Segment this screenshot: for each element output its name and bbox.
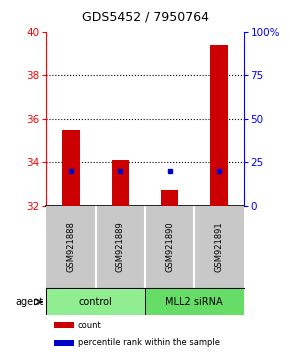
Text: percentile rank within the sample: percentile rank within the sample	[77, 338, 220, 347]
Bar	[210, 45, 228, 206]
Bar	[54, 322, 74, 328]
FancyBboxPatch shape	[46, 289, 145, 315]
Bar	[112, 160, 129, 206]
Bar	[54, 339, 74, 346]
FancyBboxPatch shape	[145, 289, 244, 315]
Text: GSM921888: GSM921888	[66, 222, 76, 273]
Text: GDS5452 / 7950764: GDS5452 / 7950764	[81, 10, 209, 23]
Text: agent: agent	[16, 297, 44, 307]
Text: GSM921890: GSM921890	[165, 222, 174, 272]
Text: GSM921891: GSM921891	[214, 222, 224, 272]
Bar	[161, 190, 178, 206]
Bar	[62, 130, 80, 206]
Text: GSM921889: GSM921889	[116, 222, 125, 272]
Text: MLL2 siRNA: MLL2 siRNA	[166, 297, 223, 307]
Text: control: control	[79, 297, 113, 307]
Text: count: count	[77, 321, 101, 330]
